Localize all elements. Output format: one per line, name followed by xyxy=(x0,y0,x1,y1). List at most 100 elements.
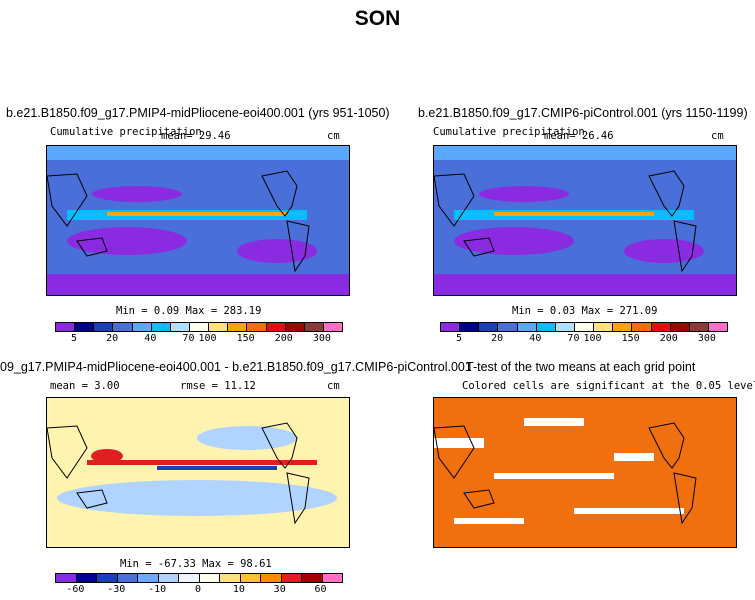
panel2-dry-zone-sa xyxy=(624,239,704,263)
panel1-colorbar-swatch xyxy=(228,323,248,331)
panel2-colorbar-swatch xyxy=(613,323,633,331)
panel1-colorbar-swatch xyxy=(132,323,152,331)
panel2-colorbar-swatch xyxy=(594,323,614,331)
panel4-insig-2 xyxy=(524,418,584,426)
panel2-colorbar-swatch xyxy=(498,323,518,331)
panel1-colorbar-swatch xyxy=(304,323,324,331)
panel1-colorbar-swatch xyxy=(285,323,305,331)
panel1-colorbar-tick-label: 40 xyxy=(144,333,157,344)
panel3-colorbar-swatch xyxy=(220,574,241,582)
panel3-colorbar xyxy=(55,573,343,583)
panel3-title: 09_g17.PMIP4-midPliocene-eoi400.001 - b.… xyxy=(0,360,472,374)
panel2-colorbar-tick-label: 300 xyxy=(697,333,716,344)
panel3-coast-sa xyxy=(286,472,310,525)
panel3-itcz-neg xyxy=(157,466,277,470)
panel1-colorbar-tick-label: 150 xyxy=(236,333,255,344)
panel1-colorbar-tick-label: 5 xyxy=(71,333,78,344)
panel3-itcz-pos xyxy=(87,460,317,465)
panel4-coast-sa xyxy=(673,472,697,525)
panel1-dry-zone-sa xyxy=(237,239,317,263)
panel1-subtitle: Cumulative precipitation xyxy=(50,126,202,138)
panel2-colorbar-swatch xyxy=(460,323,480,331)
panel4-insig-5 xyxy=(454,518,524,524)
panel2-colorbar-swatch xyxy=(517,323,537,331)
panel2-colorbar-swatch xyxy=(708,323,728,331)
panel3-rmse: rmse = 11.12 xyxy=(180,380,256,392)
panel1-antarctic xyxy=(47,274,349,295)
panel1-coast-au xyxy=(76,237,108,257)
panel1-coast-af xyxy=(47,173,88,227)
panel2-title: b.e21.B1850.f09_g17.CMIP6-piControl.001 … xyxy=(418,106,748,120)
panel1-units: cm xyxy=(327,130,340,142)
panel3-background xyxy=(47,398,349,547)
panel2-colorbar-tick-label: 70 xyxy=(567,333,580,344)
panel3-colorbar-tick-label: 0 xyxy=(194,584,202,595)
panel4-coast-na xyxy=(648,422,685,469)
panel1-colorbar-tick-label: 70 xyxy=(182,333,195,344)
panel2-minmax: Min = 0.03 Max = 271.09 xyxy=(512,305,658,317)
panel2-coast-na xyxy=(648,170,685,217)
panel3-colorbar-swatch xyxy=(158,574,179,582)
panel4-subtitle: Colored cells are significant at the 0.0… xyxy=(462,380,755,392)
panel3-colorbar-tick-label: 30 xyxy=(273,584,286,595)
panel3-map-svg xyxy=(47,398,349,547)
panel3-colorbar-swatch xyxy=(240,574,261,582)
panel2-colorbar-tick-label: 20 xyxy=(491,333,504,344)
panel3-colorbar-tick-label: 10 xyxy=(232,584,245,595)
panel1-colorbar-swatch xyxy=(75,323,95,331)
panel1-coast-sa xyxy=(286,220,310,273)
panel3-units: cm xyxy=(327,380,340,392)
panel2-colorbar-swatch xyxy=(574,323,595,331)
panel4-insig-1 xyxy=(434,438,484,448)
panel1-colorbar xyxy=(55,322,343,332)
panel1-colorbar-swatch xyxy=(247,323,267,331)
panel2-colorbar-swatch xyxy=(651,323,671,331)
panel2-dry-zone-np xyxy=(479,186,569,202)
panel4-significant-area xyxy=(434,398,736,547)
panel3-colorbar-swatch xyxy=(261,574,282,582)
panel1-coast-na xyxy=(261,170,298,217)
panel2-coast-af xyxy=(434,173,475,227)
panel2-map-svg xyxy=(434,146,736,295)
panel3-coast-af xyxy=(47,425,88,479)
panel3-coast-au xyxy=(76,489,108,509)
panel2-colorbar-tick-label: 200 xyxy=(659,333,678,344)
panel1-colorbar-tick-label: 300 xyxy=(312,333,331,344)
panel1-colorbar-swatch xyxy=(323,323,343,331)
panel1-colorbar-tick-label: 20 xyxy=(106,333,119,344)
panel2-dry-zone-sp xyxy=(454,227,574,255)
panel2-itcz-core xyxy=(494,212,654,216)
panel1-colorbar-tick-label: 100 xyxy=(198,333,217,344)
panel3-colorbar-tick-label: -30 xyxy=(107,584,126,595)
panel3-coast-na xyxy=(261,422,298,469)
panel3-colorbar-swatch xyxy=(322,574,342,582)
panel3-colorbar-swatch xyxy=(302,574,323,582)
panel2-colorbar-swatch xyxy=(670,323,690,331)
panel3-colorbar-swatch xyxy=(179,574,200,582)
panel3-colorbar-tick-label: -10 xyxy=(148,584,167,595)
panel1-colorbar-swatch xyxy=(170,323,190,331)
panel2-colorbar-tick-label: 100 xyxy=(583,333,602,344)
panel4-insig-6 xyxy=(614,453,654,461)
panel3-colorbar-swatch xyxy=(76,574,97,582)
panel2-colorbar-swatch xyxy=(536,323,556,331)
panel2-arctic xyxy=(434,146,736,160)
panel2-antarctic xyxy=(434,274,736,295)
panel3-colorbar-ticks: -60 -30 -10 0 10 30 60 xyxy=(55,584,341,598)
panel1-mean: mean= 29.46 xyxy=(161,130,231,142)
panel3-colorbar-swatch xyxy=(281,574,302,582)
panel2-coast-au xyxy=(463,237,495,257)
panel4-coast-af xyxy=(434,425,475,479)
panel4-coast-au xyxy=(463,489,495,509)
panel3-colorbar-swatch xyxy=(138,574,159,582)
panel1-colorbar-swatch xyxy=(56,323,76,331)
panel2-colorbar-swatch xyxy=(555,323,575,331)
panel3-north-anomaly xyxy=(197,426,297,450)
panel2-colorbar-swatch xyxy=(441,323,461,331)
panel3-warm-pool xyxy=(91,449,123,463)
panel3-colorbar-swatch xyxy=(117,574,138,582)
panel1-colorbar-swatch xyxy=(266,323,286,331)
panel2-colorbar-tick-label: 150 xyxy=(621,333,640,344)
panel1-title: b.e21.B1850.f09_g17.PMIP4-midPliocene-eo… xyxy=(6,106,390,120)
panel1-colorbar-swatch xyxy=(94,323,114,331)
